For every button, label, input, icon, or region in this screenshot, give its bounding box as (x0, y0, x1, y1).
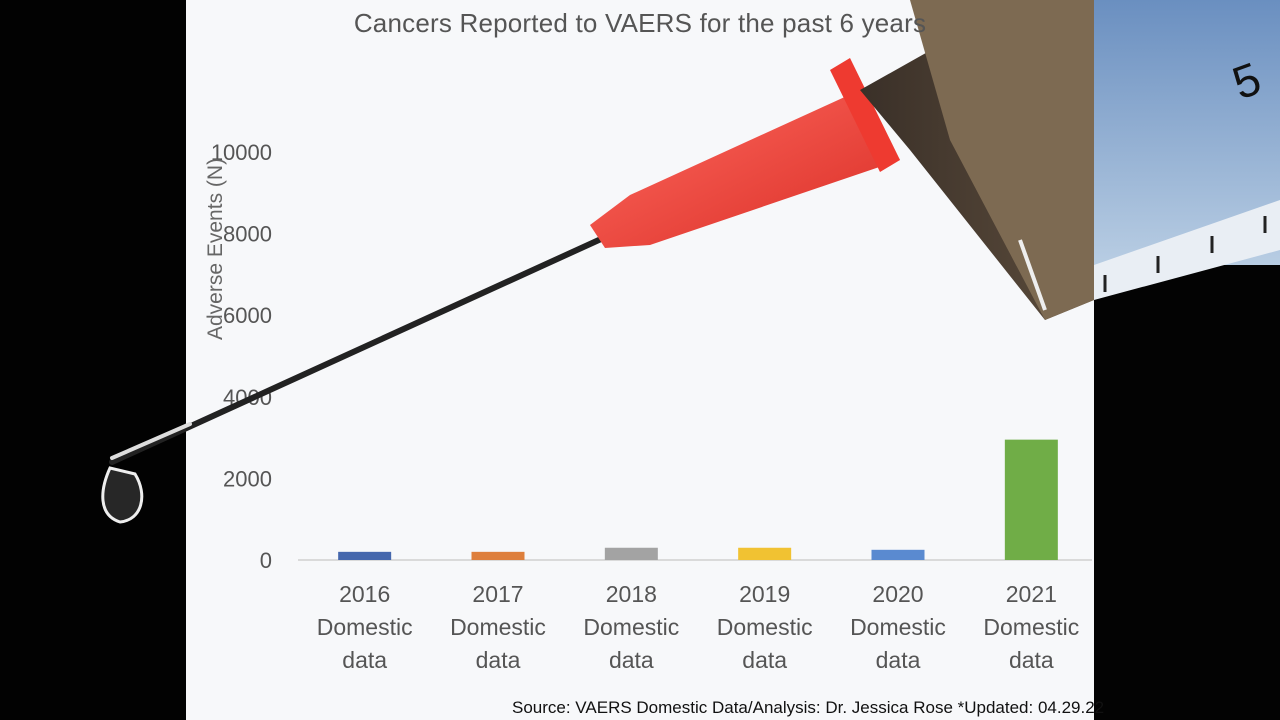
x-tick-label: 2016 (339, 581, 390, 607)
x-tick-label: 2021 (1006, 581, 1057, 607)
y-tick-label: 10000 (211, 140, 272, 165)
bar-2020 (871, 549, 925, 560)
x-tick-label: data (1009, 647, 1054, 673)
bar-2021 (1004, 439, 1058, 560)
syringe-overlay-image (101, 0, 1094, 524)
x-tick-label: Domestic (450, 614, 546, 640)
y-tick-label: 0 (260, 548, 272, 573)
x-axis-ticks: 2016 Domestic data 2017 Domestic data 2018 Dome… (317, 581, 1080, 673)
x-tick-label: data (609, 647, 654, 673)
x-tick-label: Domestic (317, 614, 413, 640)
source-note: Source: VAERS Domestic Data/Analysis: Dr… (512, 698, 1105, 717)
x-tick-label: 2018 (606, 581, 657, 607)
y-axis-ticks: 0200040006000800010000 (211, 140, 272, 573)
x-tick-label: 2017 (472, 581, 523, 607)
y-axis-label: Adverse Events (N) (204, 157, 227, 340)
x-tick-label: 2020 (872, 581, 923, 607)
x-tick-label: Domestic (850, 614, 946, 640)
x-tick-label: Domestic (717, 614, 813, 640)
x-tick-label: 2019 (739, 581, 790, 607)
bar-2017 (471, 551, 525, 560)
y-tick-label: 2000 (223, 466, 272, 491)
bar-2016 (338, 551, 392, 560)
bars (338, 439, 1058, 560)
x-tick-label: Domestic (583, 614, 679, 640)
x-tick-label: data (742, 647, 787, 673)
bar-2019 (738, 547, 792, 560)
chart-title: Cancers Reported to VAERS for the past 6… (353, 8, 927, 38)
y-tick-label: 6000 (223, 303, 272, 328)
syringe-scale-photo: 5 (1094, 0, 1280, 300)
x-tick-label: data (476, 647, 521, 673)
y-tick-label: 8000 (223, 222, 272, 247)
x-tick-label: data (876, 647, 921, 673)
x-tick-label: data (342, 647, 387, 673)
bar-2018 (604, 547, 658, 560)
left-black-bar (0, 0, 186, 720)
x-tick-label: Domestic (983, 614, 1079, 640)
